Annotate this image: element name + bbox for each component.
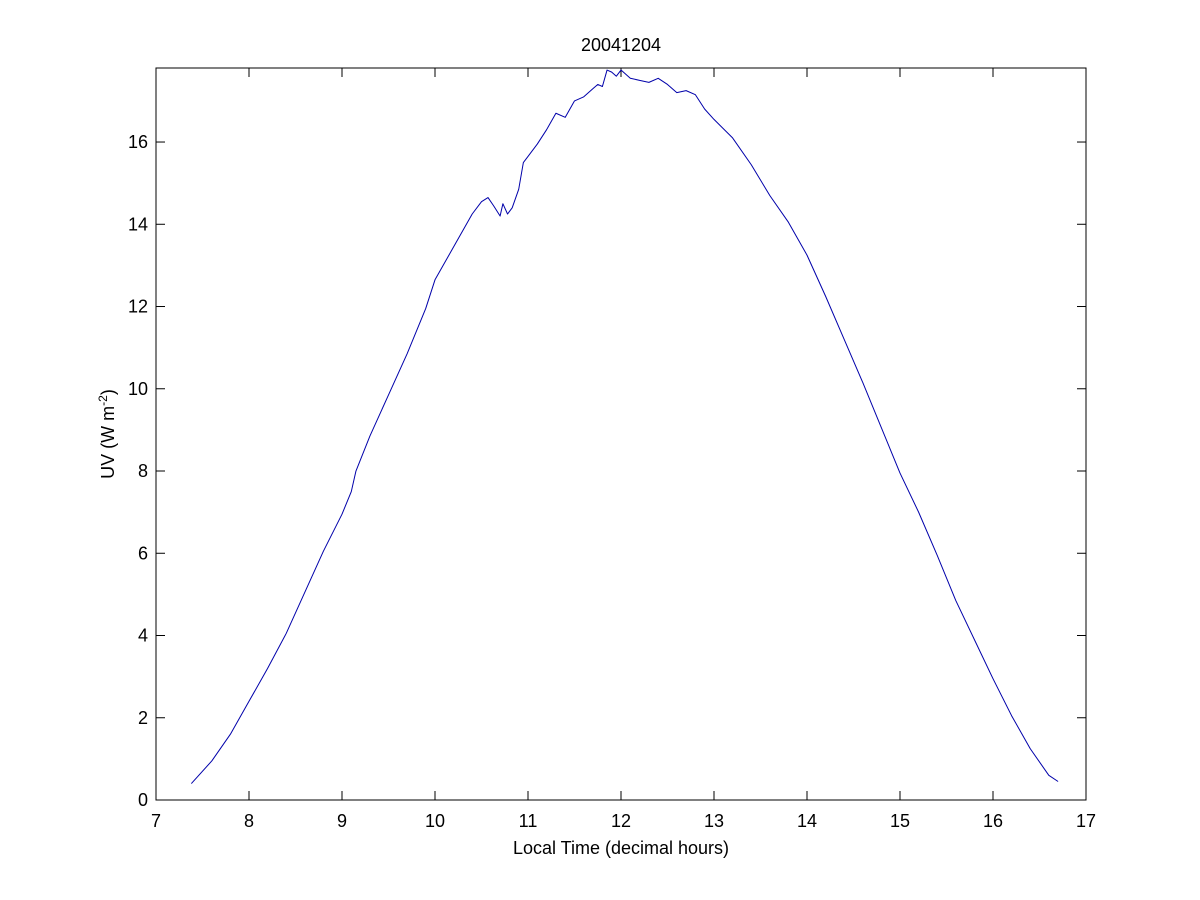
- y-axis-label-exponent: -2: [96, 395, 110, 406]
- x-axis-label: Local Time (decimal hours): [513, 838, 729, 858]
- x-tick-label: 9: [337, 811, 347, 831]
- axis-tick-labels: 7 8 9 10 11 12 13 14 15 16 17 0 2 4 6 8 10 12 14 16: [128, 132, 1096, 831]
- x-tick-label: 8: [244, 811, 254, 831]
- x-tick-label: 13: [704, 811, 724, 831]
- y-tick-label: 6: [138, 543, 148, 563]
- y-axis-label: UV (W m-2): [96, 389, 118, 479]
- y-tick-label: 12: [128, 297, 148, 317]
- x-tick-label: 14: [797, 811, 817, 831]
- y-tick-label: 16: [128, 132, 148, 152]
- plot-area: [156, 68, 1086, 800]
- chart-title: 20041204: [581, 35, 661, 55]
- y-axis-label-main: UV (W m: [98, 406, 118, 479]
- x-tick-label: 16: [983, 811, 1003, 831]
- x-tick-label: 15: [890, 811, 910, 831]
- x-tick-label: 7: [151, 811, 161, 831]
- x-tick-label: 12: [611, 811, 631, 831]
- y-tick-label: 2: [138, 708, 148, 728]
- series-line: [190, 69, 1059, 784]
- x-tick-label: 17: [1076, 811, 1096, 831]
- x-tick-label: 11: [519, 811, 538, 831]
- y-tick-label: 10: [128, 379, 148, 399]
- y-tick-label: 4: [138, 626, 148, 646]
- x-tick-label: 10: [425, 811, 445, 831]
- y-axis-label-close: ): [98, 389, 118, 395]
- y-tick-label: 0: [138, 790, 148, 810]
- y-tick-label: 8: [138, 461, 148, 481]
- plot-frame: [155, 67, 1087, 801]
- y-tick-label: 14: [128, 214, 148, 234]
